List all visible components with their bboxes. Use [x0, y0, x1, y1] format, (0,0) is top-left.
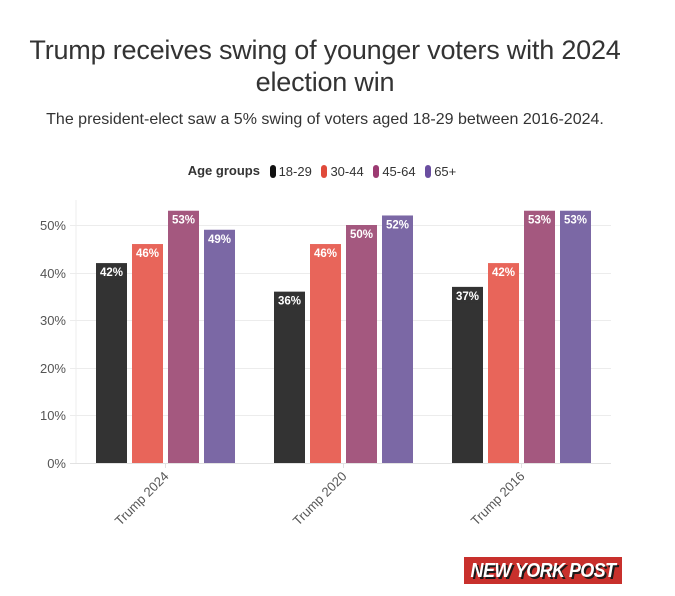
- legend-item-18-29[interactable]: 18-29: [269, 163, 312, 180]
- legend-label: 18-29: [278, 163, 312, 179]
- y-tick-label: 50%: [40, 218, 66, 233]
- new-york-post-logo: NEW YORK POST: [464, 557, 622, 584]
- y-tick-label: 0%: [47, 456, 66, 471]
- x-category-label: Trump 2020: [290, 469, 350, 529]
- bar-label-bg: [489, 265, 518, 280]
- chart-title: Trump receives swing of younger voters w…: [29, 35, 621, 97]
- legend-item-45-64[interactable]: 45-64: [373, 163, 416, 180]
- legend-swatch: [269, 164, 276, 178]
- bar-label: 42%: [100, 267, 123, 279]
- bar-label: 53%: [172, 215, 195, 227]
- bar-label-bg: [347, 227, 376, 241]
- legend-item-65-plus[interactable]: 65+: [425, 164, 456, 180]
- bar-label: 49%: [208, 234, 231, 246]
- bar-label-bg: [97, 265, 126, 280]
- bar: [382, 215, 413, 463]
- bar-label: 53%: [528, 215, 551, 227]
- bar-label-bg: [383, 217, 412, 232]
- legend: Age groups 18-29 30-44 45-64 65+: [0, 163, 650, 180]
- y-tick-label: 20%: [40, 361, 66, 376]
- bar-label: 36%: [278, 296, 301, 308]
- x-category-label: Trump 2016: [468, 469, 528, 529]
- y-tick-label: 40%: [40, 266, 66, 281]
- bar: [96, 263, 127, 463]
- bar: [168, 210, 199, 463]
- chart-subtitle: The president-elect saw a 5% swing of vo…: [46, 111, 604, 128]
- bar-label-bg: [205, 231, 234, 246]
- legend-label: 45-64: [382, 163, 416, 179]
- bar-label: 50%: [350, 229, 373, 241]
- bar-label: 37%: [456, 291, 479, 303]
- bar: [488, 263, 519, 463]
- y-tick-label: 30%: [40, 313, 66, 328]
- bar-label-bg: [561, 212, 590, 227]
- legend-label: 30-44: [330, 163, 364, 179]
- bar: [132, 244, 163, 463]
- legend-swatch: [373, 164, 380, 178]
- bar: [524, 210, 555, 463]
- bar-label: 53%: [564, 215, 587, 227]
- legend-title: Age groups: [187, 163, 260, 178]
- bar-label-bg: [169, 212, 198, 227]
- bar-label: 52%: [386, 219, 409, 231]
- legend-label: 65+: [434, 163, 457, 179]
- bar-label-bg: [311, 246, 340, 261]
- bar: [346, 225, 377, 463]
- bar: [452, 286, 483, 463]
- bar-label-bg: [525, 212, 554, 227]
- bar-label: 46%: [136, 248, 159, 260]
- bar: [310, 244, 341, 463]
- y-tick-label: 10%: [40, 408, 66, 423]
- bar: [204, 229, 235, 463]
- bar: [274, 291, 305, 463]
- logo-text: NEW YORK POST: [470, 558, 616, 582]
- x-category-label: Trump 2024: [112, 469, 172, 529]
- bar-label-bg: [133, 246, 162, 261]
- bar-label-bg: [275, 293, 304, 308]
- bar-label: 46%: [314, 248, 337, 260]
- bar: [560, 210, 591, 463]
- legend-item-30-44[interactable]: 30-44: [321, 163, 364, 180]
- legend-swatch: [425, 164, 432, 178]
- bar-label-bg: [453, 288, 482, 303]
- bar-label: 42%: [492, 267, 515, 279]
- legend-swatch: [321, 164, 328, 178]
